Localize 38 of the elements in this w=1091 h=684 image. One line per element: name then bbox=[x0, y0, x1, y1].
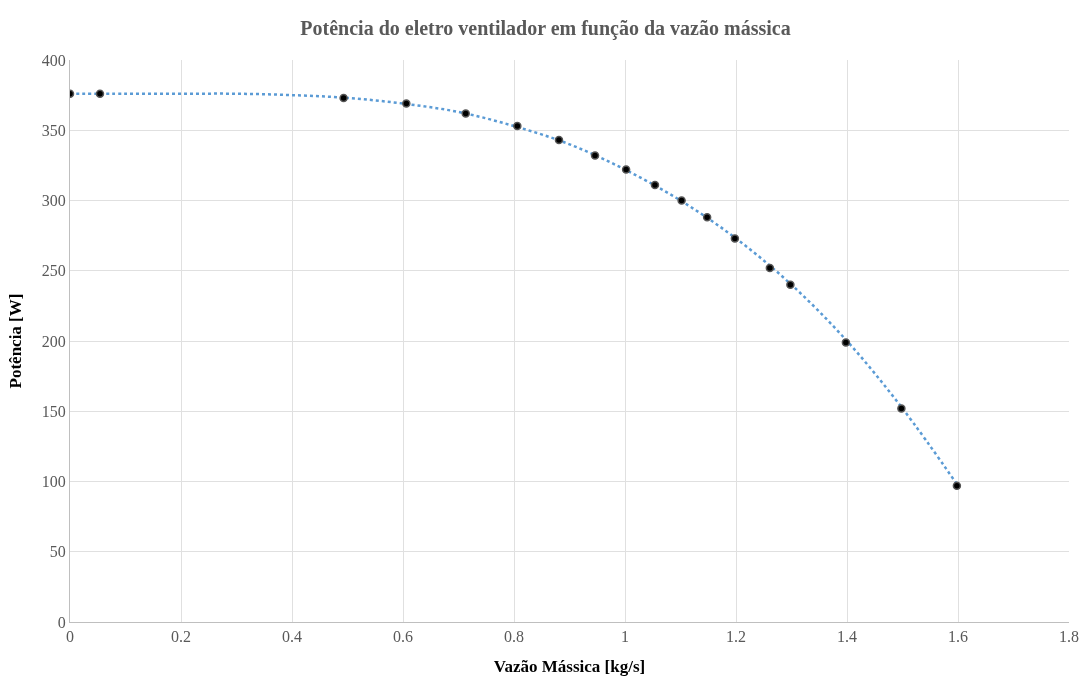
x-tick-label: 0.2 bbox=[171, 628, 191, 646]
chart-title: Potência do eletro ventilador em função da vazão mássica bbox=[300, 16, 791, 40]
y-tick-label: 150 bbox=[41, 402, 66, 420]
point bbox=[650, 180, 660, 190]
point bbox=[339, 93, 348, 103]
y-tick-label: 300 bbox=[41, 192, 66, 210]
y-tick-label: 50 bbox=[49, 543, 66, 561]
y-tick-label: 0 bbox=[57, 613, 66, 631]
point bbox=[841, 338, 851, 347]
point bbox=[95, 89, 105, 98]
point bbox=[702, 213, 712, 222]
x-tick-label: 1.8 bbox=[1059, 628, 1079, 646]
x-tick-label: 0.6 bbox=[393, 628, 413, 646]
x-tick-label: 1 bbox=[621, 628, 629, 646]
x-tick-label: 1.6 bbox=[948, 628, 968, 646]
point bbox=[677, 196, 686, 205]
point bbox=[897, 404, 906, 413]
y-tick-label: 350 bbox=[41, 121, 66, 139]
y-tick-label: 100 bbox=[41, 473, 66, 491]
x-tick-label: 1.2 bbox=[726, 628, 746, 646]
point bbox=[402, 99, 411, 108]
point bbox=[621, 165, 631, 174]
point bbox=[786, 280, 795, 290]
point bbox=[461, 109, 470, 118]
point bbox=[554, 135, 564, 145]
x-axis-title: Vazão Mássica [kg/s] bbox=[493, 656, 646, 676]
y-tick-label: 250 bbox=[41, 262, 66, 280]
point bbox=[730, 234, 740, 243]
x-tick-label: 0.4 bbox=[282, 628, 302, 646]
point bbox=[765, 263, 775, 273]
y-tick-label: 400 bbox=[41, 51, 66, 69]
x-tick-label: 1.4 bbox=[837, 628, 857, 646]
point bbox=[513, 121, 522, 131]
x-tick-label: 0.8 bbox=[504, 628, 524, 646]
y-axis-title: Potência [W] bbox=[6, 293, 26, 389]
y-tick-label: 200 bbox=[41, 332, 66, 350]
point bbox=[952, 481, 962, 490]
point bbox=[590, 151, 600, 160]
